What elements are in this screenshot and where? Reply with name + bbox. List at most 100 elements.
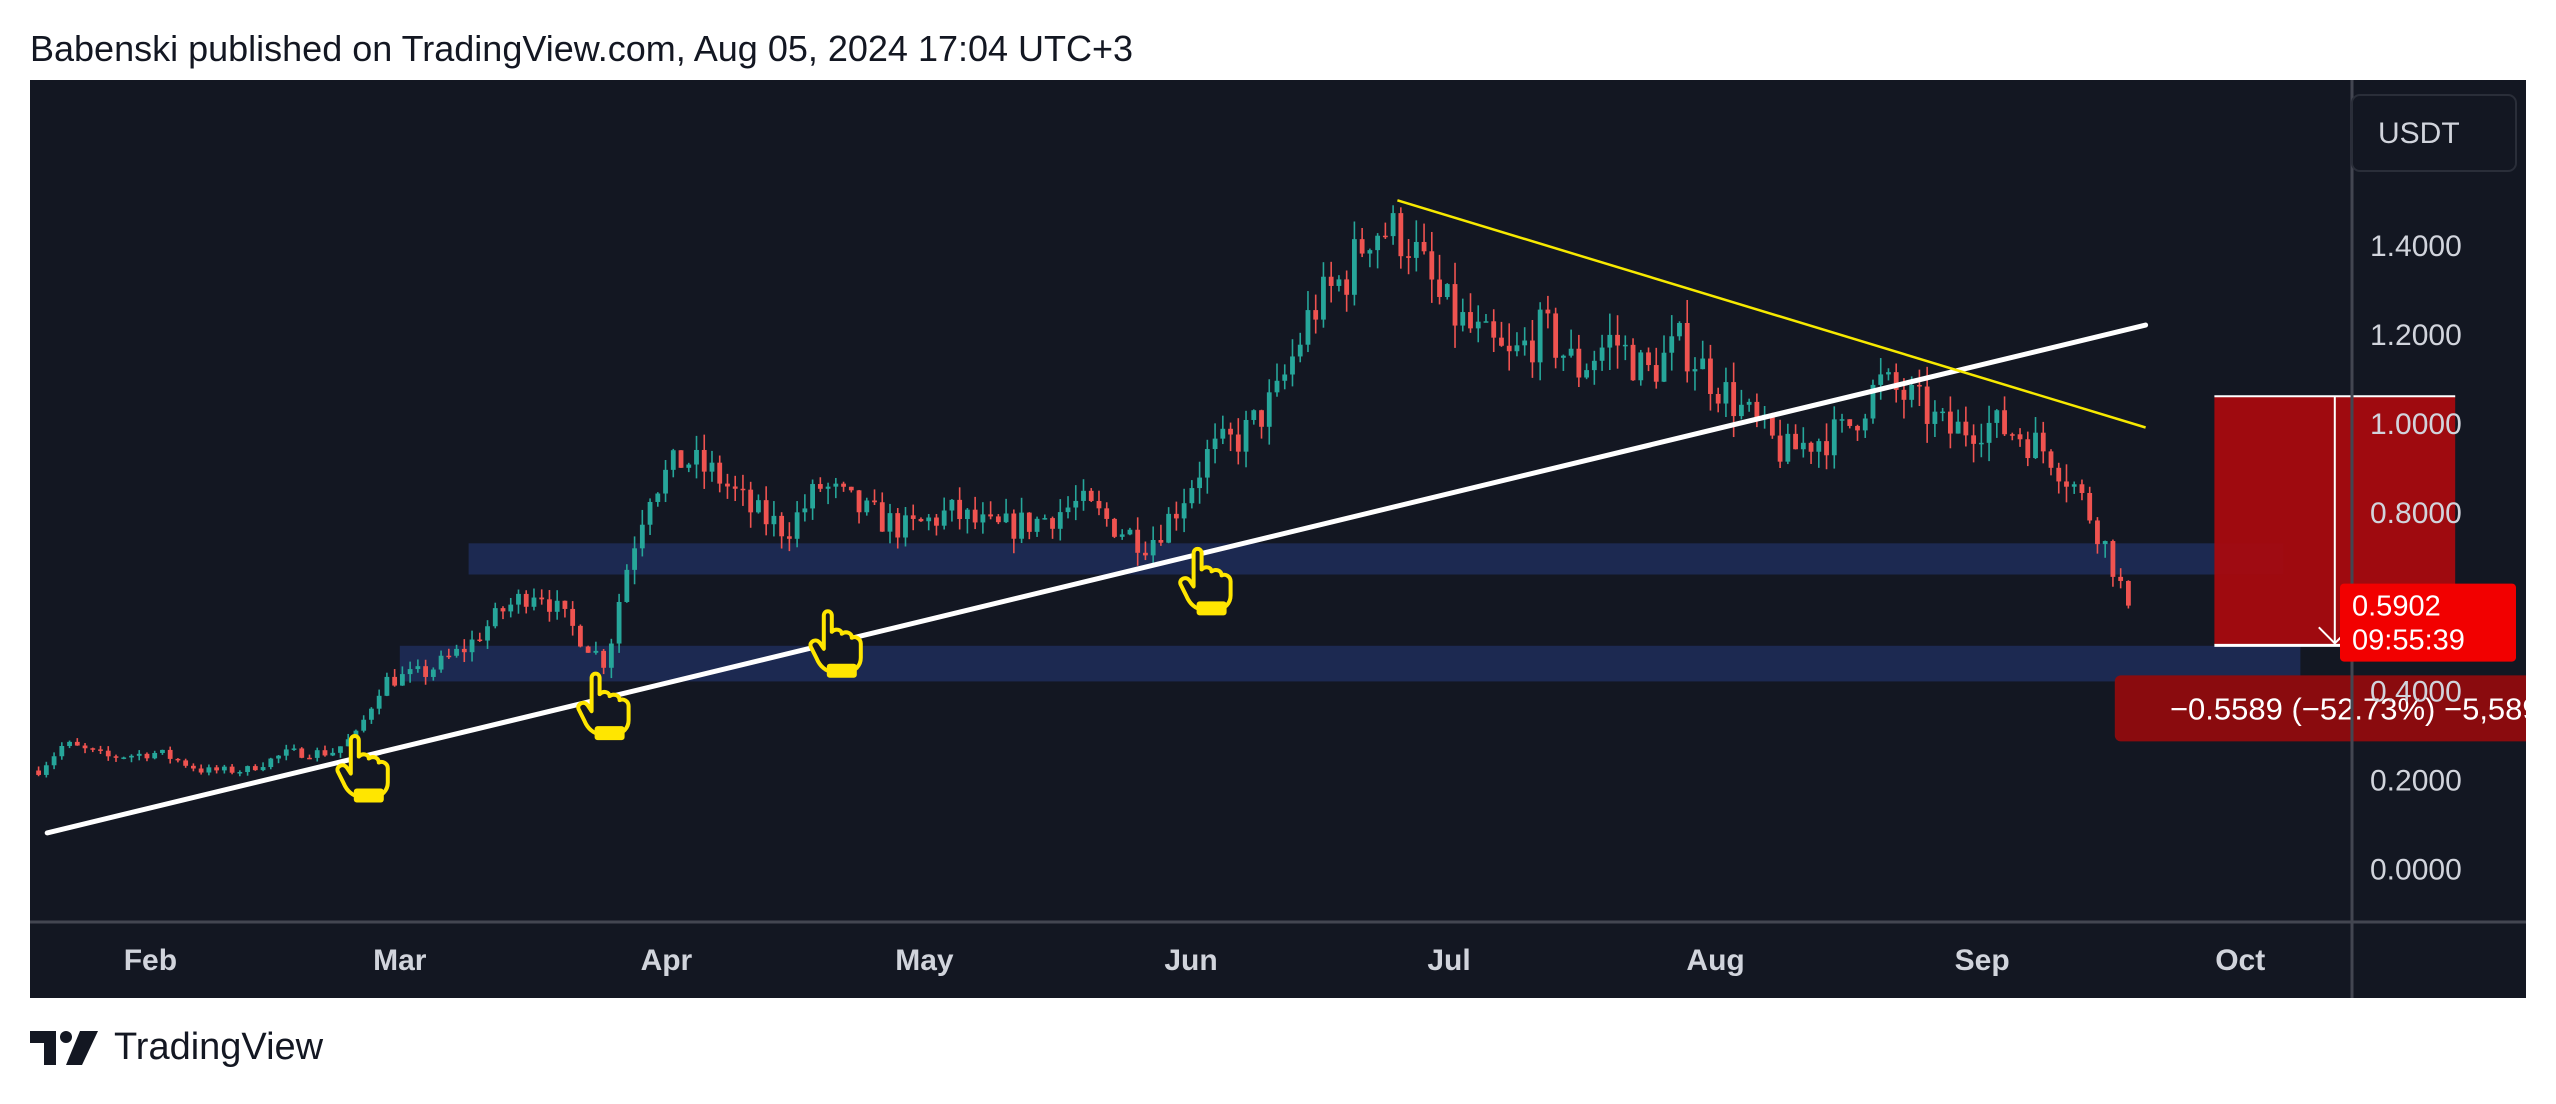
candle-body-178 [1413,241,1419,258]
candle-body-239 [1886,372,1891,375]
candle-body-195 [1545,309,1551,314]
candle-body-181 [1437,279,1442,297]
candle-body-19 [183,760,189,766]
candle-body-13 [136,753,142,756]
candle-body-194 [1537,309,1543,363]
candle-body-8 [98,749,103,751]
candle-body-122 [980,514,986,523]
candle-body-244 [1924,386,1930,424]
price-tick-6[interactable]: 0.0000 [2370,854,2462,887]
time-tick-8[interactable]: Oct [2215,944,2265,977]
price-tick-5[interactable]: 0.2000 [2370,764,2462,797]
price-tick-3[interactable]: 0.8000 [2370,497,2462,530]
candle-body-176 [1398,213,1404,257]
candle-body-20 [191,765,196,769]
candle-body-156 [1243,419,1249,452]
candle-body-169 [1344,279,1350,295]
candle-body-30 [268,758,274,768]
time-tick-6[interactable]: Aug [1686,944,1744,977]
price-axis[interactable]: 1.4000 1.2000 1.0000 0.8000 0.4000 0.2000 0.00… [2370,230,2462,887]
price-tick-4[interactable]: 0.4000 [2370,675,2462,708]
time-axis[interactable]: Feb Mar Apr May Jun Jul Aug Sep Oct [124,944,2265,977]
candle-body-144 [1150,539,1156,556]
candle-body-27 [245,766,250,773]
candle-body-245 [1932,411,1938,424]
candle-body-250 [1971,435,1976,444]
candle-body-254 [2002,410,2007,435]
candle-body-98 [794,512,800,539]
support-trendline[interactable] [44,322,2149,836]
candle-body-53 [446,655,452,658]
price-tick-2[interactable]: 1.0000 [2370,408,2462,441]
pointer-marker-3[interactable] [1178,546,1233,616]
candle-body-35 [307,757,312,760]
candle-body-206 [1630,344,1636,381]
time-tick-1[interactable]: Mar [373,944,427,977]
pointer-marker-1[interactable] [576,671,631,741]
candle-body-135 [1081,490,1086,501]
candle-body-242 [1909,384,1915,400]
candle-body-43 [369,708,374,720]
candle-body-42 [361,719,367,731]
candle-body-270 [2126,580,2131,606]
candle-body-166 [1321,276,1326,320]
candle-body-26 [237,772,243,774]
tradingview-logo[interactable]: TradingView [30,1026,323,1069]
price-tick-1[interactable]: 1.2000 [2370,319,2462,352]
candle-body-189 [1499,337,1504,346]
candle-body-86 [701,449,707,472]
candle-body-80 [655,493,661,502]
currency-button[interactable]: USDT [2351,94,2517,172]
candle-body-263 [2071,484,2077,487]
candle-body-25 [229,766,235,773]
candle-body-269 [2118,576,2124,581]
time-tick-5[interactable]: Jul [1427,944,1470,977]
pointer-marker-0[interactable] [335,734,390,803]
pointer-marker-2[interactable] [808,609,863,678]
candle-body-257 [2025,439,2031,459]
time-tick-7[interactable]: Sep [1955,944,2010,977]
candle-body-10 [113,756,119,758]
candle-body-175 [1390,213,1396,237]
candle-body-164 [1305,310,1311,345]
candle-body-170 [1352,239,1357,295]
zone-1[interactable] [399,645,2301,682]
candle-body-74 [608,643,614,668]
candle-body-76 [624,569,630,602]
candle-body-235 [1855,425,1860,431]
candle-body-196 [1553,313,1559,358]
candle-body-83 [678,450,684,468]
candle-body-79 [647,501,653,525]
candle-body-221 [1746,401,1752,405]
time-tick-4[interactable]: Jun [1164,944,1217,977]
time-tick-2[interactable]: Apr [641,944,693,977]
candle-body-147 [1173,513,1179,519]
time-tick-3[interactable]: May [895,944,954,977]
candle-body-264 [2079,484,2085,493]
candle-body-179 [1421,241,1427,252]
candle-body-23 [214,767,220,771]
currency-label[interactable]: USDT [2378,117,2460,150]
currency-button-frame[interactable] [2351,94,2517,172]
pointing-hand-icon-2 [808,609,863,674]
zone-0[interactable] [468,543,2284,575]
candle-body-139 [1112,518,1117,537]
chart-panel[interactable]: −0.5589 (−52.73%) −5,589 USDT 1.4000 1.20… [30,80,2526,998]
price-tick-0[interactable]: 1.4000 [2370,230,2462,263]
candle-body-262 [2064,481,2069,487]
candle-body-133 [1065,507,1071,513]
candle-body-212 [1677,323,1682,337]
time-tick-0[interactable]: Feb [124,944,177,977]
resistance-trendline[interactable] [1397,199,2146,429]
candle-body-186 [1475,321,1481,329]
candle-body-3 [59,746,65,757]
price-chart[interactable]: −0.5589 (−52.73%) −5,589 USDT 1.4000 1.20… [30,80,2526,998]
candle-body-70 [578,625,583,647]
candle-body-171 [1359,239,1365,254]
candle-body-141 [1127,529,1133,535]
candle-body-51 [430,669,436,677]
candle-body-99 [802,508,808,513]
candle-body-180 [1429,251,1435,280]
candle-body-0 [36,770,41,775]
candle-body-137 [1096,500,1102,509]
